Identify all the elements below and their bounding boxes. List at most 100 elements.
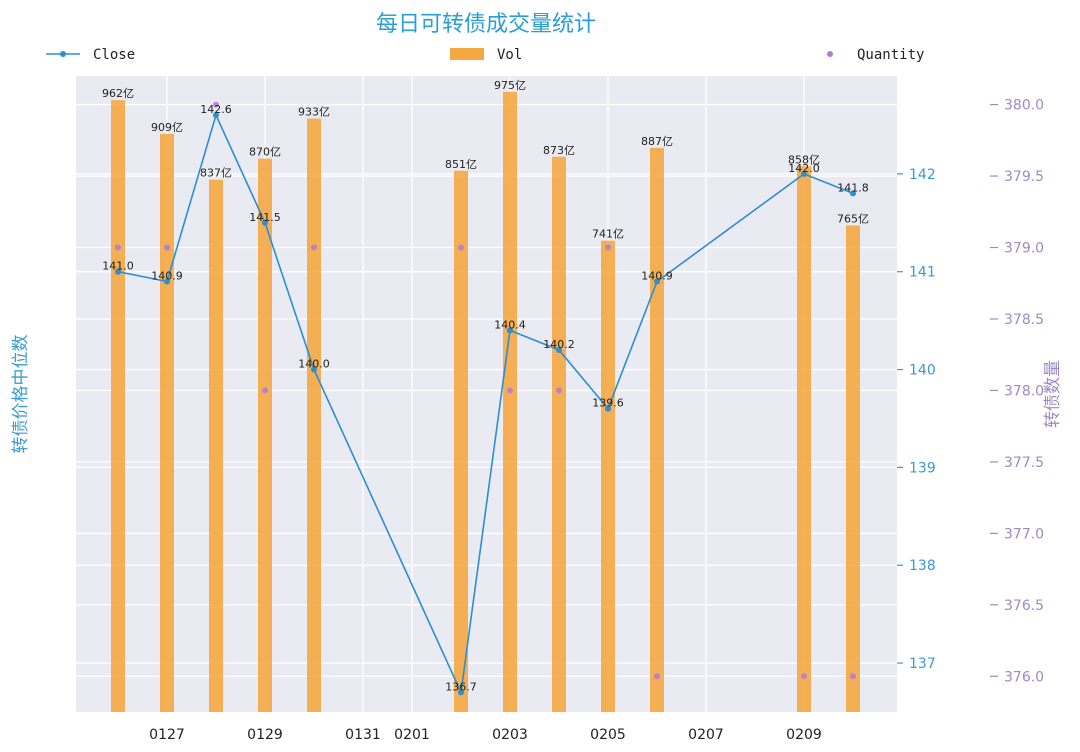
x-tick-label: 0129 bbox=[247, 727, 283, 743]
right-tick-label: 377.5 bbox=[1004, 455, 1044, 471]
vol-bar bbox=[503, 91, 517, 712]
close-point bbox=[115, 268, 121, 275]
y-axis-right-label: 转债数量 bbox=[1043, 360, 1063, 428]
quantity-point bbox=[507, 387, 513, 394]
x-tick-label: 0201 bbox=[394, 727, 430, 743]
data-labels: 962亿 909亿 837亿 870亿 933亿 851亿 975亿 873亿 741亿 887亿… bbox=[102, 79, 869, 694]
vol-data-label: 933亿 bbox=[298, 106, 330, 119]
vol-data-label: 765亿 bbox=[837, 212, 869, 225]
left-tick-label: 142 bbox=[909, 167, 936, 183]
vol-data-label: 870亿 bbox=[249, 146, 281, 159]
close-data-label: 136.7 bbox=[445, 680, 477, 693]
vol-bar bbox=[160, 133, 174, 713]
legend-vol-label: Vol bbox=[497, 47, 522, 63]
close-data-label: 142.6 bbox=[200, 103, 232, 116]
close-point bbox=[654, 278, 660, 285]
y-axis-left-label: 转债价格中位数 bbox=[11, 335, 31, 454]
close-point bbox=[850, 190, 856, 197]
close-data-label: 140.2 bbox=[543, 338, 575, 351]
close-point bbox=[213, 112, 219, 119]
right-tick-label: 379.5 bbox=[1004, 169, 1044, 185]
x-tick-label: 0205 bbox=[590, 727, 626, 743]
vol-bar bbox=[650, 147, 664, 713]
quantity-point bbox=[115, 244, 121, 251]
vol-data-label: 887亿 bbox=[641, 135, 673, 148]
quantity-point bbox=[213, 101, 219, 108]
vol-data-label: 975亿 bbox=[494, 79, 526, 92]
close-point bbox=[507, 327, 513, 334]
close-data-label: 141.8 bbox=[837, 181, 869, 194]
close-point bbox=[605, 405, 611, 412]
right-tick-label: 378.0 bbox=[1004, 383, 1044, 399]
legend-quantity-label: Quantity bbox=[857, 47, 924, 63]
vol-data-label: 741亿 bbox=[592, 228, 624, 241]
close-line bbox=[115, 112, 856, 696]
close-point bbox=[458, 689, 464, 696]
left-tick-label: 140 bbox=[909, 363, 936, 379]
vol-data-label: 909亿 bbox=[151, 121, 183, 134]
close-data-label: 140.4 bbox=[494, 318, 526, 331]
left-tick-label: 138 bbox=[909, 558, 936, 574]
close-point bbox=[801, 170, 807, 177]
quantity-point bbox=[164, 244, 170, 251]
vol-data-label: 873亿 bbox=[543, 144, 575, 157]
legend-vol-swatch bbox=[450, 48, 484, 60]
right-tick-label: 379.0 bbox=[1004, 241, 1044, 257]
close-data-label: 140.0 bbox=[298, 358, 330, 371]
quantity-point bbox=[556, 387, 562, 394]
axes: 0127 0129 0131 0201 0203 0205 0207 0209 137 138 13… bbox=[149, 98, 1044, 743]
vol-bar bbox=[209, 179, 223, 713]
x-tick-label: 0127 bbox=[149, 727, 185, 743]
close-point bbox=[311, 366, 317, 373]
x-tick-label: 0131 bbox=[345, 727, 381, 743]
close-data-label: 142.0 bbox=[788, 162, 820, 175]
close-data-label: 140.9 bbox=[641, 269, 673, 282]
close-data-label: 141.5 bbox=[249, 211, 281, 224]
vol-bar bbox=[307, 118, 321, 712]
right-tick-label: 378.5 bbox=[1004, 312, 1044, 328]
left-tick-label: 137 bbox=[909, 656, 936, 672]
x-tick-label: 0209 bbox=[786, 727, 822, 743]
close-data-label: 141.0 bbox=[102, 260, 134, 273]
legend: Close Vol Quantity bbox=[46, 47, 924, 63]
close-data-label: 139.6 bbox=[592, 397, 624, 410]
quantity-point bbox=[850, 673, 856, 680]
close-line-path bbox=[117, 112, 854, 696]
vol-bar bbox=[601, 240, 615, 712]
legend-quantity-marker bbox=[827, 51, 833, 57]
left-tick-label: 141 bbox=[909, 265, 936, 281]
quantity-point bbox=[311, 244, 317, 251]
vol-bars bbox=[111, 91, 860, 713]
close-point bbox=[262, 219, 268, 226]
close-point bbox=[556, 346, 562, 353]
quantity-point bbox=[458, 244, 464, 251]
vol-bar bbox=[846, 225, 860, 712]
quantity-point bbox=[654, 673, 660, 680]
left-tick-label: 139 bbox=[909, 460, 936, 476]
vol-data-label: 962亿 bbox=[102, 87, 134, 100]
x-tick-label: 0203 bbox=[492, 727, 528, 743]
close-data-label: 140.9 bbox=[151, 269, 183, 282]
chart-title: 每日可转债成交量统计 bbox=[376, 12, 596, 37]
vol-bar bbox=[111, 100, 125, 713]
right-tick-label: 377.0 bbox=[1004, 526, 1044, 542]
vol-bar bbox=[258, 158, 272, 712]
right-tick-label: 376.5 bbox=[1004, 598, 1044, 614]
quantity-point bbox=[801, 673, 807, 680]
vol-bar bbox=[797, 166, 811, 712]
quantity-point bbox=[262, 387, 268, 394]
right-tick-label: 376.0 bbox=[1004, 669, 1044, 685]
close-point bbox=[164, 278, 170, 285]
vol-data-label: 858亿 bbox=[788, 153, 820, 166]
vol-bar bbox=[552, 156, 566, 713]
x-tick-label: 0207 bbox=[688, 727, 724, 743]
vol-data-label: 837亿 bbox=[200, 167, 232, 180]
vol-data-label: 851亿 bbox=[445, 158, 477, 171]
right-tick-label: 380.0 bbox=[1004, 98, 1044, 114]
vol-bar bbox=[454, 170, 468, 712]
legend-close-label: Close bbox=[93, 47, 135, 63]
legend-close-marker bbox=[60, 51, 66, 57]
quantity-point bbox=[605, 244, 611, 251]
quantity-points bbox=[115, 101, 856, 680]
